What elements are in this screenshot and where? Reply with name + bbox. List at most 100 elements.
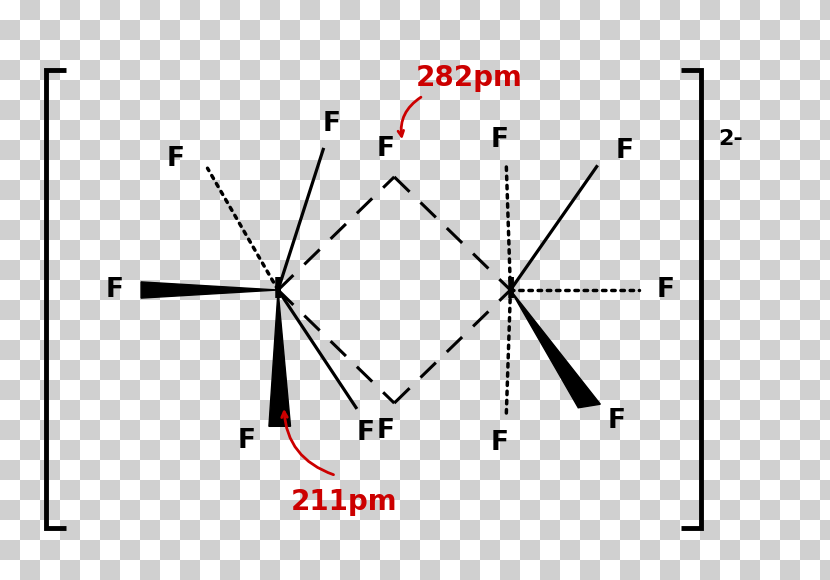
Bar <box>500 520 520 540</box>
Bar <box>540 380 560 400</box>
Bar <box>360 40 380 60</box>
Bar <box>420 560 440 580</box>
Bar <box>460 400 480 420</box>
Bar <box>120 280 140 300</box>
Bar <box>40 400 60 420</box>
Bar <box>780 360 800 380</box>
Bar <box>580 200 600 220</box>
Bar <box>140 500 160 520</box>
Bar <box>0 60 20 80</box>
Bar <box>100 360 120 380</box>
Bar <box>160 80 180 100</box>
Bar <box>80 320 100 340</box>
Bar <box>720 220 740 240</box>
Bar <box>820 220 830 240</box>
Bar <box>720 520 740 540</box>
Bar <box>240 460 260 480</box>
Bar <box>0 240 20 260</box>
Bar <box>40 60 60 80</box>
Bar <box>540 100 560 120</box>
Bar <box>660 400 680 420</box>
Bar <box>20 280 40 300</box>
Bar <box>320 300 340 320</box>
Bar <box>240 300 260 320</box>
Bar <box>300 240 320 260</box>
Bar <box>300 100 320 120</box>
Bar <box>460 160 480 180</box>
Bar <box>600 180 620 200</box>
Bar <box>660 500 680 520</box>
Bar <box>680 40 700 60</box>
Bar <box>300 460 320 480</box>
Bar <box>180 220 200 240</box>
Bar <box>760 220 780 240</box>
Bar <box>360 120 380 140</box>
Bar <box>580 500 600 520</box>
Bar <box>300 360 320 380</box>
Bar <box>700 100 720 120</box>
Bar <box>640 120 660 140</box>
Bar <box>740 560 760 580</box>
Bar <box>140 460 160 480</box>
Bar <box>400 40 420 60</box>
Text: I: I <box>273 276 283 304</box>
Bar <box>440 120 460 140</box>
Bar <box>200 0 220 20</box>
Bar <box>260 420 280 440</box>
Bar <box>500 420 520 440</box>
Bar <box>480 220 500 240</box>
Bar <box>300 420 320 440</box>
Bar <box>540 60 560 80</box>
Bar <box>640 280 660 300</box>
Bar <box>220 100 240 120</box>
Bar <box>460 200 480 220</box>
Bar <box>280 60 300 80</box>
Bar <box>820 480 830 500</box>
Bar <box>700 140 720 160</box>
Bar <box>20 400 40 420</box>
Bar <box>420 100 440 120</box>
Bar <box>240 120 260 140</box>
Bar <box>120 320 140 340</box>
Bar <box>720 120 740 140</box>
Bar <box>160 280 180 300</box>
Bar <box>420 20 440 40</box>
Bar <box>220 220 240 240</box>
Bar <box>400 300 420 320</box>
Bar <box>440 440 460 460</box>
Bar <box>580 520 600 540</box>
Bar <box>820 420 830 440</box>
Bar <box>420 360 440 380</box>
Bar <box>560 0 580 20</box>
Bar <box>280 380 300 400</box>
Bar <box>80 260 100 280</box>
Bar <box>420 340 440 360</box>
Bar <box>200 380 220 400</box>
Bar <box>0 260 20 280</box>
Bar <box>340 220 360 240</box>
Bar <box>740 80 760 100</box>
Bar <box>140 340 160 360</box>
Bar <box>500 300 520 320</box>
Bar <box>720 500 740 520</box>
Bar <box>100 380 120 400</box>
Bar <box>100 540 120 560</box>
Bar <box>380 20 400 40</box>
Bar <box>160 100 180 120</box>
Bar <box>320 120 340 140</box>
Bar <box>0 300 20 320</box>
Bar <box>220 160 240 180</box>
Bar <box>260 140 280 160</box>
Bar <box>140 100 160 120</box>
Bar <box>180 420 200 440</box>
Bar <box>180 380 200 400</box>
Bar <box>800 260 820 280</box>
Bar <box>300 0 320 20</box>
Bar <box>240 220 260 240</box>
Bar <box>160 460 180 480</box>
Bar <box>660 240 680 260</box>
Bar <box>760 520 780 540</box>
Bar <box>480 160 500 180</box>
Bar <box>460 80 480 100</box>
Bar <box>480 520 500 540</box>
